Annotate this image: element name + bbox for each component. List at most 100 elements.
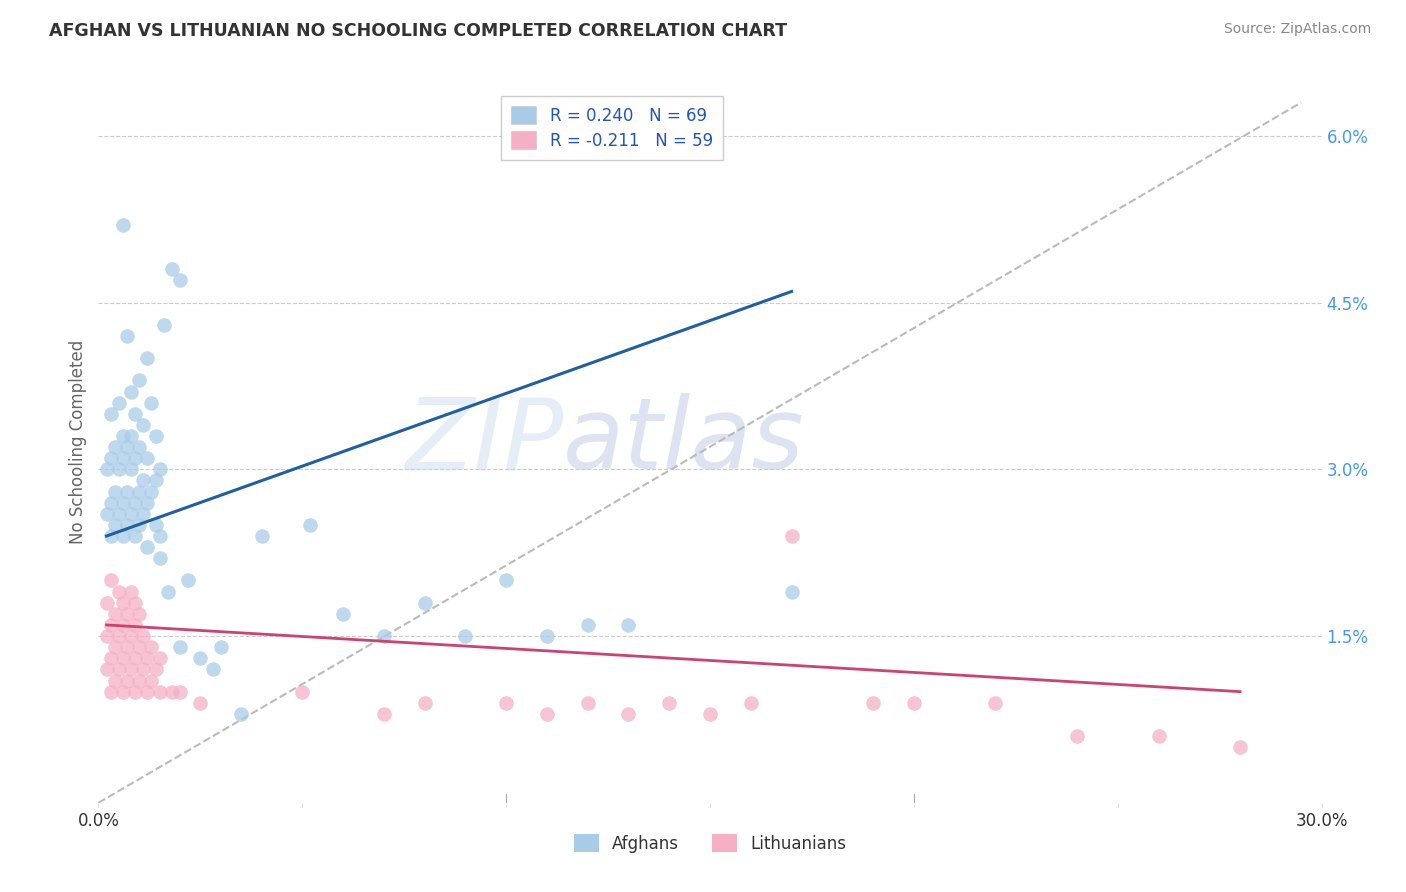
Point (231, 706, 253, 721)
Point (454, 629, 477, 643)
Point (111, 618, 134, 632)
Point (124, 407, 146, 421)
Point (124, 596, 146, 610)
Point (104, 484, 127, 499)
Point (780, 529, 803, 543)
Point (145, 517, 167, 532)
Point (100, 407, 122, 421)
Point (145, 662, 167, 676)
Point (104, 607, 127, 621)
Point (124, 451, 146, 466)
Point (145, 474, 167, 488)
Point (136, 496, 159, 510)
Point (576, 696, 599, 710)
Point (104, 673, 127, 688)
Point (120, 384, 142, 399)
Point (96, 662, 118, 676)
Point (96, 507, 118, 521)
Point (108, 395, 131, 409)
Point (699, 706, 721, 721)
Point (536, 629, 558, 643)
Point (413, 696, 436, 710)
Point (984, 696, 1007, 710)
Point (111, 496, 134, 510)
Point (128, 673, 150, 688)
Point (145, 429, 167, 443)
Point (141, 395, 163, 409)
Point (120, 662, 142, 676)
Text: AFGHAN VS LITHUANIAN NO SCHOOLING COMPLETED CORRELATION CHART: AFGHAN VS LITHUANIAN NO SCHOOLING COMPLE… (49, 22, 787, 40)
Point (169, 640, 191, 655)
Point (128, 607, 150, 621)
Point (617, 706, 640, 721)
Point (136, 651, 159, 665)
Point (132, 662, 155, 676)
Point (299, 517, 322, 532)
Point (115, 673, 138, 688)
Point (149, 462, 172, 476)
Point (128, 440, 150, 454)
Point (111, 218, 134, 232)
Point (115, 640, 138, 655)
Point (658, 696, 681, 710)
Point (1066, 729, 1088, 743)
Point (132, 507, 155, 521)
Point (111, 529, 134, 543)
Point (141, 484, 163, 499)
Point (128, 517, 150, 532)
Point (124, 651, 146, 665)
Point (108, 584, 131, 599)
Point (332, 607, 354, 621)
Point (100, 618, 122, 632)
Point (201, 662, 224, 676)
Point (128, 373, 150, 387)
Point (111, 451, 134, 466)
Point (149, 551, 172, 566)
Point (188, 651, 212, 665)
Point (128, 640, 150, 655)
Point (96, 462, 118, 476)
Point (149, 529, 172, 543)
Legend: Afghans, Lithuanians: Afghans, Lithuanians (567, 828, 853, 860)
Point (111, 596, 134, 610)
Point (903, 696, 925, 710)
Point (136, 351, 159, 366)
Point (780, 584, 803, 599)
Point (111, 684, 134, 698)
Point (96, 596, 118, 610)
Point (124, 618, 146, 632)
Point (120, 629, 142, 643)
Point (108, 662, 131, 676)
Point (141, 673, 163, 688)
Point (1147, 729, 1170, 743)
Point (115, 329, 138, 343)
Point (100, 651, 122, 665)
Point (132, 629, 155, 643)
Point (536, 706, 558, 721)
Point (96, 629, 118, 643)
Point (188, 696, 212, 710)
Point (136, 540, 159, 554)
Point (576, 618, 599, 632)
Point (862, 696, 884, 710)
Text: atlas: atlas (564, 393, 804, 490)
Point (209, 640, 232, 655)
Point (108, 507, 131, 521)
Point (124, 529, 146, 543)
Point (100, 496, 122, 510)
Point (115, 484, 138, 499)
Point (132, 474, 155, 488)
Point (115, 607, 138, 621)
Point (100, 574, 122, 588)
Y-axis label: No Schooling Completed: No Schooling Completed (69, 340, 87, 543)
Point (115, 440, 138, 454)
Point (108, 462, 131, 476)
Point (124, 496, 146, 510)
Point (108, 629, 131, 643)
Point (100, 451, 122, 466)
Point (124, 684, 146, 698)
Point (149, 684, 172, 698)
Point (160, 262, 183, 277)
Point (152, 318, 174, 332)
Point (136, 684, 159, 698)
